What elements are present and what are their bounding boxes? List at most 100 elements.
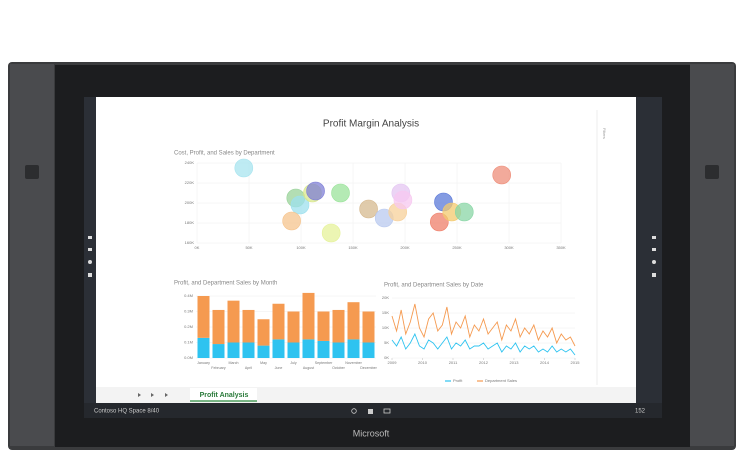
bubble bbox=[359, 199, 378, 219]
x-tick-label: February bbox=[211, 366, 226, 370]
bar-segment bbox=[362, 342, 375, 358]
y-tick-label: 0.2M bbox=[184, 324, 193, 329]
tab-label[interactable]: Profit Analysis bbox=[200, 392, 249, 399]
x-tick-label: 300K bbox=[504, 245, 514, 250]
bar-segment bbox=[302, 339, 315, 358]
y-tick-label: 5K bbox=[384, 340, 389, 345]
x-tick-label: 2010 bbox=[418, 360, 428, 365]
bar-segment bbox=[227, 342, 240, 358]
x-tick-label: April bbox=[245, 366, 252, 370]
x-tick-label: 200K bbox=[400, 245, 410, 250]
bar-segment bbox=[317, 340, 330, 358]
x-tick-label: October bbox=[332, 366, 346, 370]
bar-segment bbox=[317, 311, 330, 341]
tab[interactable] bbox=[190, 388, 257, 401]
bubble bbox=[234, 158, 254, 178]
y-tick-label: 0.1M bbox=[184, 340, 193, 345]
x-tick-label: June bbox=[275, 366, 283, 370]
x-tick-label: 100K bbox=[296, 245, 306, 250]
bar-segment bbox=[257, 319, 270, 346]
bubble bbox=[430, 212, 449, 232]
report-title: Profit Margin Analysis bbox=[323, 119, 419, 130]
y-tick-label: 0.0M bbox=[184, 355, 193, 360]
taskbar-icon[interactable] bbox=[383, 408, 391, 414]
nav-arrow[interactable] bbox=[151, 393, 154, 397]
bar-segment bbox=[197, 337, 210, 358]
x-tick-label: 2011 bbox=[449, 360, 458, 365]
bar-segment bbox=[347, 339, 360, 358]
bar-segment bbox=[332, 309, 345, 343]
icon[interactable] bbox=[652, 248, 656, 251]
bar-segment bbox=[212, 344, 225, 358]
bubble bbox=[290, 195, 310, 215]
bar-segment bbox=[212, 309, 225, 345]
x-tick-label: 150K bbox=[348, 245, 358, 250]
icon[interactable] bbox=[652, 273, 656, 277]
clock: 152 bbox=[635, 409, 646, 415]
bubble bbox=[321, 223, 341, 243]
x-tick-label: 50K bbox=[245, 245, 252, 250]
bar-segment bbox=[272, 339, 285, 358]
right-sensor bbox=[705, 165, 719, 179]
y-tick-label: 20K bbox=[382, 295, 389, 300]
x-tick-label: May bbox=[260, 361, 267, 365]
icon[interactable] bbox=[88, 236, 92, 239]
x-tick-label: January bbox=[197, 361, 210, 365]
icon[interactable] bbox=[88, 248, 92, 251]
nav-arrow[interactable] bbox=[138, 393, 141, 397]
taskbar-icon[interactable] bbox=[351, 408, 357, 414]
left-grip bbox=[10, 64, 54, 446]
x-tick-label: 350K bbox=[556, 245, 566, 250]
bubble bbox=[331, 183, 350, 203]
y-tick-label: 180K bbox=[185, 220, 195, 225]
filters-pane-label[interactable]: Filters bbox=[602, 128, 607, 139]
bar-segment bbox=[287, 311, 300, 343]
taskbar-icon[interactable] bbox=[368, 409, 373, 414]
y-tick-label: 15K bbox=[382, 310, 389, 315]
chart-title: Profit, and Department Sales by Month bbox=[174, 281, 277, 287]
bubble bbox=[306, 181, 325, 201]
x-tick-label: 2015 bbox=[571, 360, 581, 365]
legend-label: Profit bbox=[453, 378, 463, 383]
bar-segment bbox=[257, 345, 270, 358]
y-tick-label: 220K bbox=[185, 180, 195, 185]
series-line bbox=[391, 332, 576, 356]
bar-segment bbox=[272, 303, 285, 340]
right-grip bbox=[690, 64, 734, 446]
y-tick-label: 160K bbox=[185, 240, 195, 245]
x-tick-label: 2009 bbox=[388, 360, 398, 365]
bar-segment bbox=[287, 342, 300, 358]
side-icons bbox=[88, 236, 656, 277]
icon[interactable] bbox=[88, 273, 92, 277]
x-tick-label: August bbox=[303, 366, 314, 370]
x-tick-label: 2014 bbox=[540, 360, 550, 365]
icon[interactable] bbox=[652, 260, 656, 264]
x-tick-label: December bbox=[360, 366, 377, 370]
nav-arrow[interactable] bbox=[165, 393, 168, 397]
y-tick-label: 200K bbox=[185, 200, 195, 205]
bubble bbox=[492, 165, 512, 185]
y-tick-label: 10K bbox=[382, 325, 389, 330]
bubble bbox=[393, 190, 413, 210]
bar-segment bbox=[302, 292, 315, 340]
x-tick-label: July bbox=[290, 361, 297, 365]
icon[interactable] bbox=[652, 236, 656, 239]
x-tick-label: 250K bbox=[452, 245, 462, 250]
bar-segment bbox=[362, 311, 375, 343]
x-tick-label: 2012 bbox=[479, 360, 489, 365]
y-tick-label: 0.3M bbox=[184, 309, 193, 314]
legend-label: Department Sales bbox=[485, 378, 517, 383]
bar-segment bbox=[332, 342, 345, 358]
y-tick-label: 240K bbox=[185, 160, 195, 165]
bar-segment bbox=[347, 302, 360, 340]
x-tick-label: 0K bbox=[195, 245, 200, 250]
bar-segment bbox=[227, 300, 240, 343]
bar-segment bbox=[242, 309, 255, 343]
bubble bbox=[454, 202, 474, 222]
brand-logo: Microsoft bbox=[353, 428, 390, 438]
x-tick-label: 2013 bbox=[510, 360, 520, 365]
icon[interactable] bbox=[88, 260, 92, 264]
